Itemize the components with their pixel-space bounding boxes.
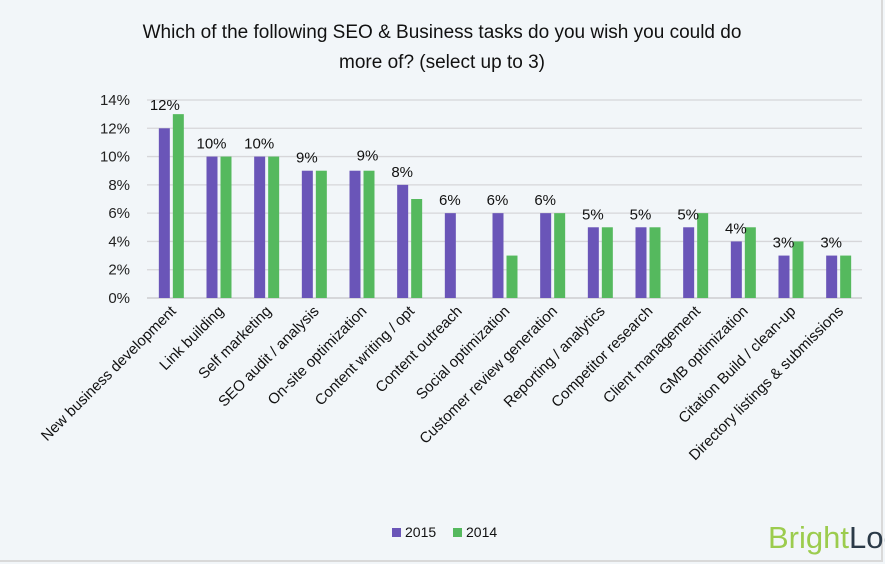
- bar-2014: [649, 227, 661, 298]
- bar-2015: [778, 255, 790, 298]
- data-label: 5%: [582, 206, 604, 223]
- data-label: 12%: [150, 97, 180, 114]
- bar-2015: [158, 128, 170, 298]
- legend-label-2014: 2014: [466, 524, 497, 540]
- x-category-label: New business development: [38, 302, 180, 444]
- bar-2014: [411, 199, 423, 298]
- bar-2015: [492, 213, 504, 298]
- data-label: 5%: [630, 206, 652, 223]
- bar-2014: [792, 241, 804, 298]
- x-category-label: GMB optimization: [656, 303, 752, 399]
- chart-title-line-2: more of? (select up to 3): [339, 52, 545, 73]
- data-label: 6%: [439, 192, 461, 209]
- bar-2015: [349, 170, 361, 298]
- bar-2014: [554, 213, 566, 298]
- data-label: 9%: [357, 148, 379, 165]
- data-label: 6%: [534, 192, 556, 209]
- data-label: 5%: [677, 206, 699, 223]
- data-label: 3%: [773, 235, 795, 252]
- bar-2015: [254, 156, 266, 298]
- brightlocal-logo: BrightLocal: [768, 520, 885, 555]
- legend-swatch-2015: [392, 528, 401, 537]
- data-label: 4%: [725, 220, 747, 237]
- data-label: 6%: [487, 192, 509, 209]
- data-label: 9%: [296, 150, 318, 167]
- legend: 2015 2014: [392, 524, 497, 540]
- y-tick-label: 4%: [108, 233, 130, 250]
- bar-2015: [540, 213, 552, 298]
- data-label: 10%: [244, 136, 274, 153]
- y-tick-label: 8%: [108, 177, 130, 194]
- bar-2015: [444, 213, 456, 298]
- bar-2015: [683, 227, 695, 298]
- chart-title-line-1: Which of the following SEO & Business ta…: [143, 22, 742, 43]
- bar-2015: [730, 241, 742, 298]
- bar-2015: [635, 227, 647, 298]
- legend-label-2015: 2015: [405, 524, 436, 540]
- bar-2015: [301, 170, 313, 298]
- bar-2015: [397, 184, 409, 298]
- bar-2015: [826, 255, 838, 298]
- bar-2014: [506, 255, 518, 298]
- y-tick-label: 12%: [100, 120, 130, 137]
- x-category-label: Content outreach: [372, 303, 465, 396]
- y-tick-label: 6%: [108, 205, 130, 222]
- data-label: 3%: [820, 235, 842, 252]
- bar-2014: [697, 213, 709, 298]
- bar-2014: [268, 156, 280, 298]
- bar-2014: [220, 156, 232, 298]
- bar-2014: [601, 227, 613, 298]
- bar-2014: [172, 114, 184, 299]
- y-tick-label: 0%: [108, 290, 130, 307]
- y-tick-label: 10%: [100, 149, 130, 166]
- y-tick-label: 2%: [108, 262, 130, 279]
- bar-2015: [587, 227, 599, 298]
- bar-2014: [315, 170, 327, 298]
- bar-2014: [840, 255, 852, 298]
- legend-swatch-2014: [453, 528, 462, 537]
- y-tick-label: 14%: [100, 92, 130, 109]
- data-label: 8%: [391, 164, 413, 181]
- bar-2015: [206, 156, 218, 298]
- bar-2014: [744, 227, 756, 298]
- data-label: 10%: [196, 136, 226, 153]
- bar-2014: [363, 170, 375, 298]
